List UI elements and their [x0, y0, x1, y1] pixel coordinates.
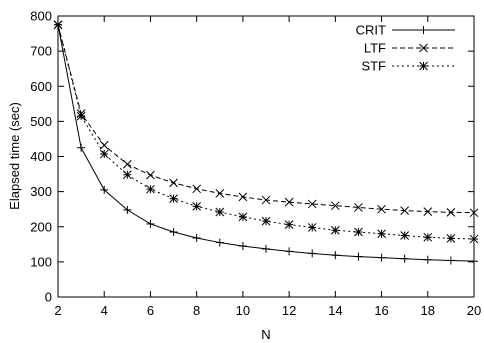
data-point-ltf — [192, 184, 202, 194]
data-point-stf — [53, 20, 63, 30]
data-point-crit — [146, 219, 155, 228]
data-point-crit — [123, 205, 132, 214]
x-tick-label: 2 — [54, 303, 61, 318]
data-point-stf — [169, 194, 178, 204]
x-tick-label: 8 — [193, 303, 200, 318]
y-tick-label: 0 — [45, 290, 52, 305]
data-point-ltf — [284, 197, 294, 207]
plot-frame — [57, 15, 475, 298]
x-tick-label: 12 — [282, 303, 296, 318]
data-point-ltf — [122, 159, 132, 169]
data-point-crit — [192, 233, 201, 242]
data-point-stf — [99, 149, 109, 159]
legend-marker-crit — [419, 26, 428, 34]
data-point-ltf — [446, 207, 456, 217]
data-point-ltf — [99, 140, 109, 150]
data-point-crit — [100, 185, 109, 194]
data-point-stf — [192, 202, 202, 211]
legend-label-stf: STF — [361, 59, 386, 74]
data-point-stf — [446, 233, 456, 243]
y-tick-label: 600 — [30, 79, 52, 94]
data-point-stf — [215, 207, 225, 217]
data-point-stf — [76, 111, 86, 121]
data-point-ltf — [215, 189, 225, 198]
data-point-stf — [423, 232, 433, 242]
data-point-stf — [307, 223, 317, 232]
data-point-ltf — [423, 207, 433, 216]
data-point-ltf — [354, 203, 363, 212]
legend-label-crit: CRIT — [356, 23, 386, 38]
series-line-ltf — [57, 24, 475, 214]
data-point-crit — [470, 257, 478, 266]
data-point-ltf — [261, 195, 271, 205]
x-tick-label: 4 — [101, 303, 108, 318]
data-point-ltf — [169, 178, 178, 188]
data-point-stf — [146, 184, 155, 194]
x-tick-label: 18 — [421, 303, 435, 318]
legend-marker-ltf — [419, 43, 428, 53]
data-point-stf — [284, 220, 294, 229]
y-tick-label: 800 — [30, 9, 52, 24]
series-line-crit — [57, 24, 475, 262]
x-tick-label: 6 — [147, 303, 154, 318]
data-point-crit — [423, 255, 432, 264]
data-point-crit — [377, 253, 386, 262]
y-tick-label: 300 — [30, 184, 52, 199]
data-point-ltf — [238, 192, 248, 202]
x-tick-label: 14 — [328, 303, 342, 318]
data-point-crit — [77, 143, 86, 152]
legend-label-ltf: LTF — [364, 41, 386, 56]
x-tick-label: 20 — [467, 303, 481, 318]
y-tick-label: 400 — [30, 149, 52, 164]
data-point-stf — [469, 234, 479, 244]
data-point-crit — [354, 252, 363, 261]
data-point-crit — [308, 249, 317, 258]
y-axis-title: Elapsed time (sec) — [7, 102, 22, 210]
data-point-crit — [262, 244, 270, 253]
data-point-crit — [400, 254, 409, 263]
data-point-stf — [354, 227, 363, 237]
data-point-crit — [215, 238, 224, 247]
data-point-crit — [285, 247, 294, 256]
data-point-ltf — [469, 208, 479, 218]
y-tick-label: 700 — [30, 44, 52, 59]
data-point-crit — [331, 251, 340, 260]
x-tick-label: 16 — [374, 303, 388, 318]
data-point-crit — [169, 228, 178, 237]
y-tick-label: 100 — [30, 254, 52, 269]
legend: CRIT LTF STF — [356, 23, 455, 74]
data-point-crit — [238, 242, 247, 251]
x-axis-title: N — [261, 327, 270, 342]
x-tick-label: 10 — [236, 303, 250, 318]
data-point-ltf — [307, 199, 317, 209]
data-point-stf — [377, 229, 386, 239]
data-point-crit — [446, 256, 455, 265]
series-layer — [53, 20, 479, 266]
data-point-ltf — [400, 206, 410, 215]
series-line-stf — [57, 24, 475, 240]
data-point-stf — [330, 225, 340, 235]
y-tick-label: 500 — [30, 114, 52, 129]
axis-ticks: 0 100 200 300 400 500 600 700 800 2 4 6 8 10 12 14 16 18 2… — [30, 9, 481, 319]
data-point-stf — [400, 231, 410, 240]
data-point-ltf — [377, 204, 386, 214]
data-point-ltf — [330, 201, 340, 211]
legend-marker-stf — [419, 61, 428, 71]
data-point-ltf — [146, 170, 155, 180]
data-point-stf — [238, 212, 248, 222]
data-point-stf — [122, 170, 132, 180]
data-point-stf — [261, 216, 271, 226]
y-tick-label: 200 — [30, 219, 52, 234]
